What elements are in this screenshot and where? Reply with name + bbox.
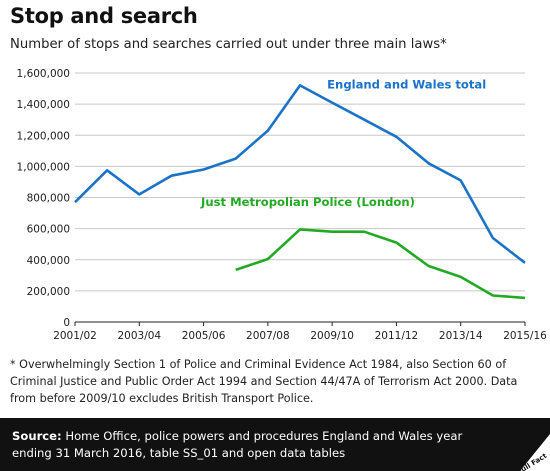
series-label-1: Just Metropolian Police (London) [200,195,415,209]
y-tick-label: 0 [63,317,70,329]
y-tick-label: 1,400,000 [17,99,70,111]
line-chart: 0 200,000 400,000 600,000 800,000 1,000,000 1,… [17,68,548,342]
x-tick-label: 2009/10 [310,330,354,342]
full-fact-logo: Full Fact [516,434,550,471]
x-tick-label: 2011/12 [375,330,419,342]
x-tick-label: 2005/06 [182,330,226,342]
source-body: Home Office, police powers and procedure… [12,429,463,460]
y-tick-label: 1,000,000 [17,161,70,173]
x-tick-label: 2003/04 [117,330,161,342]
source-label: Source: [12,429,62,443]
series-line-1 [235,228,526,300]
y-tick-label: 400,000 [27,255,70,267]
series-label-0: England and Wales total [327,77,486,91]
x-tick-label: 2013/14 [439,330,483,342]
y-tick-label: 200,000 [27,286,70,298]
y-tick-label: 600,000 [27,224,70,236]
footnote: * Overwhelmingly Section 1 of Police and… [10,358,518,405]
x-tick-label: 2007/08 [246,330,290,342]
series-line-0 [74,84,526,264]
y-tick-label: 800,000 [27,193,70,205]
source-footer: Source: Home Office, police powers and p… [0,418,550,471]
chart-title: Stop and search [10,4,198,28]
y-tick-label: 1,600,000 [17,68,70,80]
y-tick-label: 1,200,000 [17,130,70,142]
x-tick-label: 2015/16 [503,330,547,342]
source-text: Source: Home Office, police powers and p… [12,428,492,462]
x-tick-label: 2001/02 [53,330,97,342]
chart-subtitle: Number of stops and searches carried out… [10,37,447,52]
